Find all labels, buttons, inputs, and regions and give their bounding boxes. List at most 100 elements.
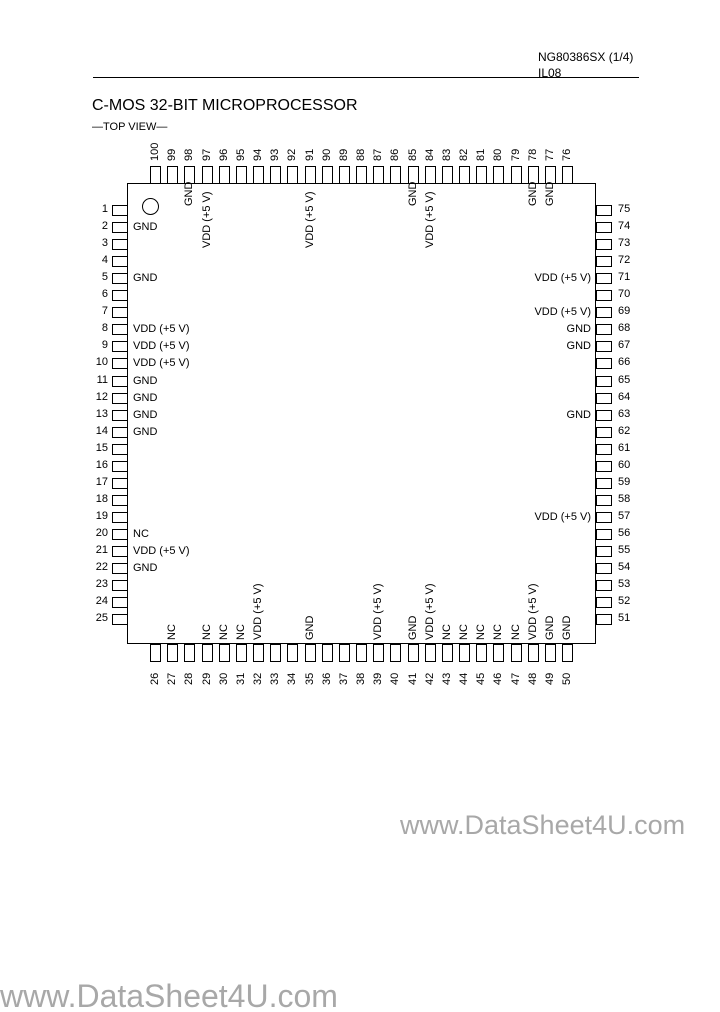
pin-63: [596, 409, 612, 421]
pin-number: 55: [618, 544, 631, 556]
pin-54: [596, 563, 612, 575]
pin-52: [596, 597, 612, 609]
pin-number: 11: [96, 373, 108, 386]
pin-number: 63: [618, 407, 631, 420]
pin-label: GND: [133, 374, 158, 387]
pin-number: 77: [543, 148, 556, 161]
pin-82: [459, 166, 471, 184]
pin-37: [338, 644, 350, 662]
pin-7: [112, 307, 128, 319]
pin-56: [596, 528, 612, 540]
pin-number: 84: [423, 148, 436, 161]
pin-6: [112, 290, 128, 302]
pin-number: 82: [458, 148, 471, 161]
pin-number: 27: [166, 672, 179, 685]
pin-83: [441, 166, 453, 184]
pin-label: NC: [509, 624, 522, 640]
pin-39: [373, 644, 385, 662]
pin-label: GND: [133, 221, 158, 234]
pin-number: 43: [440, 672, 453, 685]
pin-44: [459, 644, 471, 662]
pin-32: [253, 644, 265, 662]
pin-number: 2: [101, 220, 108, 233]
pin-number: 44: [458, 672, 471, 685]
pin-number: 9: [101, 339, 108, 352]
pin1-index-mark: [142, 198, 159, 215]
pin-number: 51: [618, 612, 631, 625]
pin-55: [596, 546, 612, 557]
pin-number: 20: [95, 526, 108, 539]
pin-67: [596, 341, 612, 353]
pin-14: [112, 426, 128, 438]
pin-69: [596, 307, 612, 319]
pin-number: 12: [95, 390, 108, 403]
pin-number: 28: [183, 672, 196, 685]
pin-5: [112, 273, 128, 285]
pin-number: 79: [509, 148, 522, 161]
pin-72: [596, 256, 612, 268]
pin-number: 53: [618, 578, 631, 591]
pin-59: [596, 477, 612, 489]
pin-40: [390, 644, 402, 662]
pin-62: [596, 426, 612, 438]
pin-number: 23: [95, 578, 108, 591]
pin-38: [356, 644, 368, 662]
pin-89: [338, 166, 350, 184]
pin-73: [596, 239, 612, 251]
pin-label: VDD (+5 V): [372, 583, 385, 640]
pin-number: 47: [509, 672, 522, 685]
pin-number: 32: [252, 672, 265, 685]
pin-98: [184, 166, 196, 184]
pin-number: 58: [618, 492, 631, 505]
pin-number: 93: [269, 148, 282, 161]
pin-number: 5: [101, 271, 108, 284]
pin-12: [112, 392, 128, 404]
pin-number: 13: [95, 407, 108, 420]
pin-22: [112, 563, 128, 575]
pin-label: NC: [166, 624, 179, 640]
pin-number: 83: [440, 148, 453, 161]
pin-87: [373, 166, 385, 184]
pin-58: [596, 494, 612, 506]
pin-number: 10: [95, 356, 108, 369]
pin-label: VDD (+5 V): [534, 510, 591, 523]
pin-47: [510, 644, 522, 662]
pin-number: 25: [95, 612, 108, 625]
pin-label: GND: [543, 615, 556, 640]
pin-61: [596, 443, 612, 455]
pin-label: NC: [475, 624, 488, 640]
chip-package-body: [127, 183, 596, 644]
view-label: —TOP VIEW—: [92, 121, 168, 133]
pin-16: [112, 460, 128, 472]
pin-64: [596, 392, 612, 404]
pin-number: 16: [95, 458, 108, 471]
pin-17: [112, 477, 128, 489]
pin-label: VDD (+5 V): [534, 272, 591, 285]
pin-number: 40: [389, 672, 402, 685]
watermark-link[interactable]: www.DataSheet4U.com: [400, 810, 686, 840]
pin-57: [596, 511, 612, 523]
pin-29: [201, 644, 213, 662]
pin-number: 8: [101, 322, 108, 335]
pin-number: 78: [526, 148, 539, 161]
pin-94: [253, 166, 265, 184]
pin-number: 96: [217, 148, 230, 161]
pin-4: [112, 256, 128, 268]
pin-number: 97: [200, 148, 213, 161]
pin-label: GND: [406, 615, 419, 640]
pin-number: 71: [618, 271, 631, 284]
pin-number: 1: [101, 203, 108, 215]
pin-number: 52: [618, 595, 631, 608]
watermark-link-bottom[interactable]: www.DataSheet4U.com: [0, 978, 338, 1012]
pin-label: GND: [133, 272, 158, 285]
pin-60: [596, 460, 612, 472]
pin-number: 39: [372, 672, 385, 685]
pin-number: 4: [101, 254, 108, 267]
pin-number: 7: [101, 305, 108, 318]
pin-50: [562, 644, 574, 662]
pin-66: [596, 358, 612, 370]
pin-number: 94: [252, 148, 265, 161]
pin-79: [510, 166, 522, 184]
pin-label: GND: [566, 408, 591, 421]
pin-13: [112, 409, 128, 421]
